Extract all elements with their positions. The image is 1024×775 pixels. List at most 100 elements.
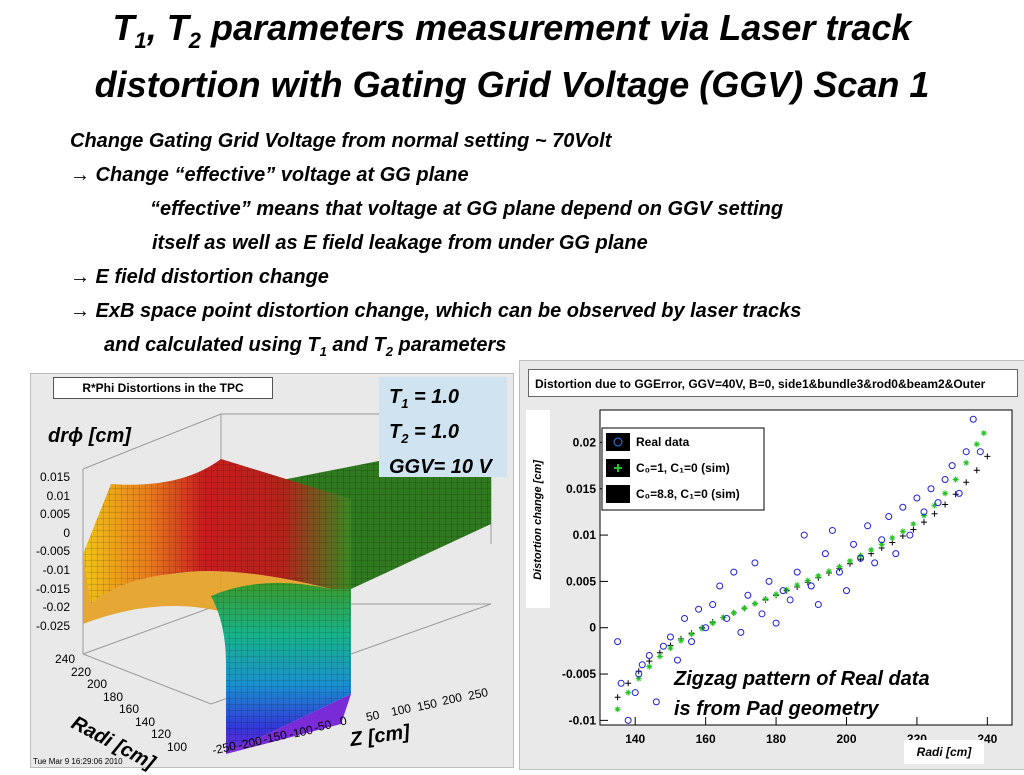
legend-marker <box>613 437 623 447</box>
sim2-point <box>625 680 632 687</box>
y-tick-label: 0.01 <box>573 528 597 542</box>
real-data-point <box>842 587 850 595</box>
r-tick-label: 100 <box>167 739 188 754</box>
x-tick-label: 180 <box>766 732 786 746</box>
real-data-point <box>948 462 956 470</box>
legend-label: Real data <box>636 435 690 449</box>
z-tick-label: 0.01 <box>46 488 70 503</box>
slide-title: T1, T2 parameters measurement via Laser … <box>0 6 1024 107</box>
real-data-point <box>850 540 858 548</box>
real-data-point <box>673 656 681 664</box>
real-data-point <box>765 577 773 585</box>
real-data-point <box>864 522 872 530</box>
r-tick-label: 160 <box>119 702 140 716</box>
sim1-point <box>815 572 822 579</box>
real-data-point <box>878 536 886 544</box>
real-data-point <box>709 601 717 609</box>
chart-title: Distortion due to GGError, GGV=40V, B=0,… <box>528 369 1018 397</box>
param-t2: T2 = 1.0 <box>389 421 460 446</box>
sim1-point <box>794 582 801 589</box>
bullet-6: → ExB space point distortion change, whi… <box>70 300 802 322</box>
sim1-point <box>625 689 632 696</box>
real-data-point <box>744 591 752 599</box>
legend-label: C₀=8.8, C₁=0 (sim) <box>636 487 740 501</box>
sim2-point <box>920 519 927 526</box>
sim1-point <box>773 591 780 598</box>
real-data-point <box>793 568 801 576</box>
x-tick-label: 160 <box>696 732 716 746</box>
real-data-point <box>723 614 731 622</box>
real-data-point <box>927 485 935 493</box>
sim2-point <box>646 658 653 665</box>
real-data-point <box>920 508 928 516</box>
real-data-point <box>638 661 646 669</box>
sim1-point <box>889 534 896 541</box>
z-tick-label: 0.005 <box>39 507 70 522</box>
sim1-point <box>980 430 987 437</box>
zigzag-line-2: is from Pad geometry <box>674 698 879 720</box>
bullet-2: → Change “effective” voltage at GG plane <box>70 164 469 186</box>
real-data-point <box>941 475 949 483</box>
real-data-point <box>955 489 963 497</box>
z-tick-label: -0.01 <box>42 563 70 577</box>
sim2-point <box>984 453 991 460</box>
sim1-point <box>646 663 653 670</box>
legend-swatch <box>606 485 630 503</box>
sim1-point <box>868 546 875 553</box>
bullet-list: Change Gating Grid Voltage from normal s… <box>70 124 1010 369</box>
r-tick-label: 140 <box>135 714 156 729</box>
param-t1: T1 = 1.0 <box>389 386 460 411</box>
real-data-point <box>899 503 907 511</box>
y-tick-label: -0.01 <box>569 713 597 727</box>
legend-label: C₀=1, C₁=0 (sim) <box>636 461 730 475</box>
bullet-1: Change Gating Grid Voltage from normal s… <box>70 130 612 152</box>
sim1-point <box>952 476 959 483</box>
x-tick-label: 140 <box>625 732 645 746</box>
zigzag-line-1: Zigzag pattern of Real data <box>674 668 930 690</box>
title-line-1: T1, T2 parameters measurement via Laser … <box>112 7 912 54</box>
scatter-svg: 0.02 0.015 0.01 0.005 0 -0.005 -0.01 140 160 180 2… <box>562 409 1013 746</box>
sim2-point <box>910 526 917 533</box>
title-line-2: distortion with Gating Grid Voltage (GGV… <box>94 64 930 106</box>
sim1-point <box>677 637 684 644</box>
y-tick-label: 0 <box>589 621 596 635</box>
z-tick-label: -0.005 <box>35 544 70 559</box>
real-data-point <box>666 633 674 641</box>
legend-marker <box>614 464 622 472</box>
bullet-4: itself as well as E field leakage from u… <box>152 232 648 254</box>
real-data-point <box>807 582 815 590</box>
sim1-point <box>762 596 769 602</box>
real-data-point <box>976 448 984 456</box>
chart-y-label: Distortion change [cm] <box>532 460 544 580</box>
real-data-point <box>835 568 843 576</box>
real-data-point <box>786 596 794 604</box>
param-ggv: GGV= 10 V <box>389 456 492 478</box>
real-data-point <box>702 624 710 632</box>
timestamp: Tue Mar 9 16:29:06 2010 <box>33 757 123 766</box>
bullet-3: “effective” means that voltage at GG pla… <box>150 198 784 220</box>
sim1-point <box>614 706 621 713</box>
sim1-point <box>699 625 706 632</box>
sim1-point <box>878 541 885 548</box>
sim1-point <box>847 558 854 565</box>
front-face <box>83 554 331 624</box>
real-data-point <box>659 642 667 650</box>
r-tick-label: 240 <box>55 652 76 666</box>
r-tick-label: 220 <box>71 664 92 679</box>
sim1-point <box>688 631 695 638</box>
sim2-point <box>942 501 949 508</box>
parameter-box: T1 = 1.0 T2 = 1.0 GGV= 10 V <box>379 377 507 478</box>
sim1-point <box>783 586 790 593</box>
y-tick-label: 0.015 <box>566 482 596 496</box>
sim1-point <box>730 609 737 616</box>
x-tick-label: 50 <box>364 707 381 724</box>
sim1-point <box>720 614 727 621</box>
sim1-point <box>963 459 970 466</box>
sim1-point <box>825 568 832 575</box>
z-tick-label: 0.015 <box>39 470 70 484</box>
real-data-point <box>962 448 970 456</box>
sim2-point <box>973 467 980 474</box>
z-tick-label: 0 <box>63 525 70 540</box>
real-data-point <box>758 610 766 618</box>
sim1-point <box>751 600 758 607</box>
